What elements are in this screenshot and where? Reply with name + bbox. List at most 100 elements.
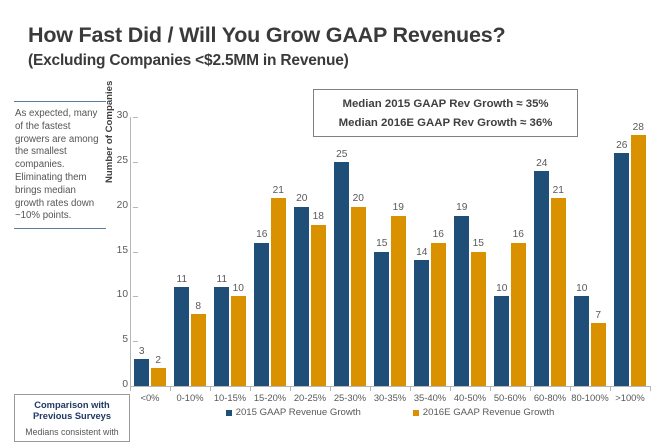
bar-column[interactable]: 20 <box>350 116 366 386</box>
y-axis-tick-label: 10 <box>116 289 128 301</box>
x-axis-label: 15-20% <box>253 392 287 403</box>
comparison-footer-box: Comparison with Previous Surveys Medians… <box>14 394 130 442</box>
bar[interactable] <box>374 251 390 386</box>
bar[interactable] <box>254 242 270 386</box>
bar-column[interactable]: 21 <box>550 116 566 386</box>
bar-value-label: 26 <box>616 139 628 151</box>
bar-column[interactable]: 14 <box>414 116 430 386</box>
bar[interactable] <box>390 215 406 386</box>
bar-column[interactable]: 7 <box>590 116 606 386</box>
bar-column[interactable]: 21 <box>270 116 286 386</box>
x-axis-label: 40-50% <box>453 392 487 403</box>
bar-value-label: 19 <box>456 202 468 214</box>
bar-column[interactable]: 15 <box>374 116 390 386</box>
bar-column[interactable]: 19 <box>390 116 406 386</box>
bar-column[interactable]: 10 <box>494 116 510 386</box>
bar[interactable] <box>214 287 230 386</box>
y-axis-title: Number of Companies <box>104 80 115 183</box>
legend-label: 2016E GAAP Revenue Growth <box>422 407 555 418</box>
bar-value-label: 10 <box>576 283 588 295</box>
side-note-rule-top <box>14 101 106 102</box>
bar[interactable] <box>230 296 246 386</box>
y-axis-tick-mark <box>133 296 138 298</box>
bar[interactable] <box>414 260 430 386</box>
bar-value-label: 28 <box>632 121 644 133</box>
bar-value-label: 8 <box>195 301 202 313</box>
bar[interactable] <box>134 359 150 386</box>
bar-column[interactable]: 15 <box>470 116 486 386</box>
bar[interactable] <box>590 323 606 386</box>
bar-value-label: 15 <box>376 238 388 250</box>
bar-column[interactable]: 10 <box>574 116 590 386</box>
bar[interactable] <box>430 242 446 386</box>
bar-column[interactable]: 19 <box>454 116 470 386</box>
bar[interactable] <box>470 251 486 386</box>
bar-column[interactable]: 16 <box>510 116 526 386</box>
y-axis-tick-mark <box>133 117 138 119</box>
bar-group: 14 16 <box>410 116 450 386</box>
x-axis-tick-mark <box>610 386 612 391</box>
bar-column[interactable]: 2 <box>150 116 166 386</box>
bar[interactable] <box>294 206 310 386</box>
bar-column[interactable]: 8 <box>190 116 206 386</box>
x-axis-tick-mark <box>530 386 532 391</box>
bar-column[interactable]: 11 <box>214 116 230 386</box>
bar[interactable] <box>510 242 526 386</box>
side-note-text: As expected, many of the fastest growers… <box>15 108 102 222</box>
bar[interactable] <box>174 287 190 386</box>
bar-value-label: 14 <box>416 247 428 259</box>
bar-column[interactable]: 28 <box>630 116 646 386</box>
bar-group: 11 10 <box>210 116 250 386</box>
bar[interactable] <box>574 296 590 386</box>
bar[interactable] <box>190 314 206 386</box>
bar-column[interactable]: 10 <box>230 116 246 386</box>
y-axis-line <box>130 117 132 387</box>
bar[interactable] <box>454 215 470 386</box>
bar-value-label: 25 <box>336 148 348 160</box>
x-axis-label: 25-30% <box>333 392 367 403</box>
bar-value-label: 16 <box>432 229 444 241</box>
legend-swatch <box>412 409 419 416</box>
y-axis-tick-label: 0 <box>122 379 128 390</box>
x-axis-tick-mark <box>450 386 452 391</box>
x-axis-label: 20-25% <box>293 392 327 403</box>
bar[interactable] <box>310 224 326 386</box>
legend-item[interactable]: 2016E GAAP Revenue Growth <box>412 407 555 418</box>
bar-value-label: 2 <box>155 354 162 366</box>
bar-column[interactable]: 25 <box>334 116 350 386</box>
side-note: As expected, many of the fastest growers… <box>14 101 106 230</box>
bar[interactable] <box>270 197 286 386</box>
x-axis-tick-mark <box>210 386 212 391</box>
bar-value-label: 15 <box>472 238 484 250</box>
bar-column[interactable]: 18 <box>310 116 326 386</box>
bar-column[interactable]: 16 <box>430 116 446 386</box>
bar[interactable] <box>350 206 366 386</box>
bar-value-label: 10 <box>496 283 508 295</box>
bar[interactable] <box>150 368 166 386</box>
x-axis-tick-mark <box>370 386 372 391</box>
bar-value-label: 21 <box>552 184 564 196</box>
legend-item[interactable]: 2015 GAAP Revenue Growth <box>225 407 361 418</box>
page-title: How Fast Did / Will You Grow GAAP Revenu… <box>28 23 506 47</box>
side-note-rule-bottom <box>14 228 106 230</box>
bar-column[interactable]: 26 <box>614 116 630 386</box>
bar[interactable] <box>614 152 630 386</box>
legend-swatch <box>225 409 232 416</box>
x-axis-tick-mark <box>490 386 492 391</box>
bar[interactable] <box>334 161 350 386</box>
bar[interactable] <box>534 170 550 386</box>
bar-value-label: 19 <box>392 202 404 214</box>
bar-column[interactable]: 16 <box>254 116 270 386</box>
y-axis-tick-mark <box>133 251 138 253</box>
bar-column[interactable]: 24 <box>534 116 550 386</box>
bar-column[interactable]: 20 <box>294 116 310 386</box>
x-axis-tick-mark <box>650 386 652 391</box>
bar-value-label: 16 <box>512 229 524 241</box>
bar[interactable] <box>550 197 566 386</box>
bar-column[interactable]: 3 <box>134 116 150 386</box>
bar-column[interactable]: 11 <box>174 116 190 386</box>
bar[interactable] <box>630 134 646 386</box>
bar[interactable] <box>494 296 510 386</box>
x-axis-label: <0% <box>140 392 160 403</box>
